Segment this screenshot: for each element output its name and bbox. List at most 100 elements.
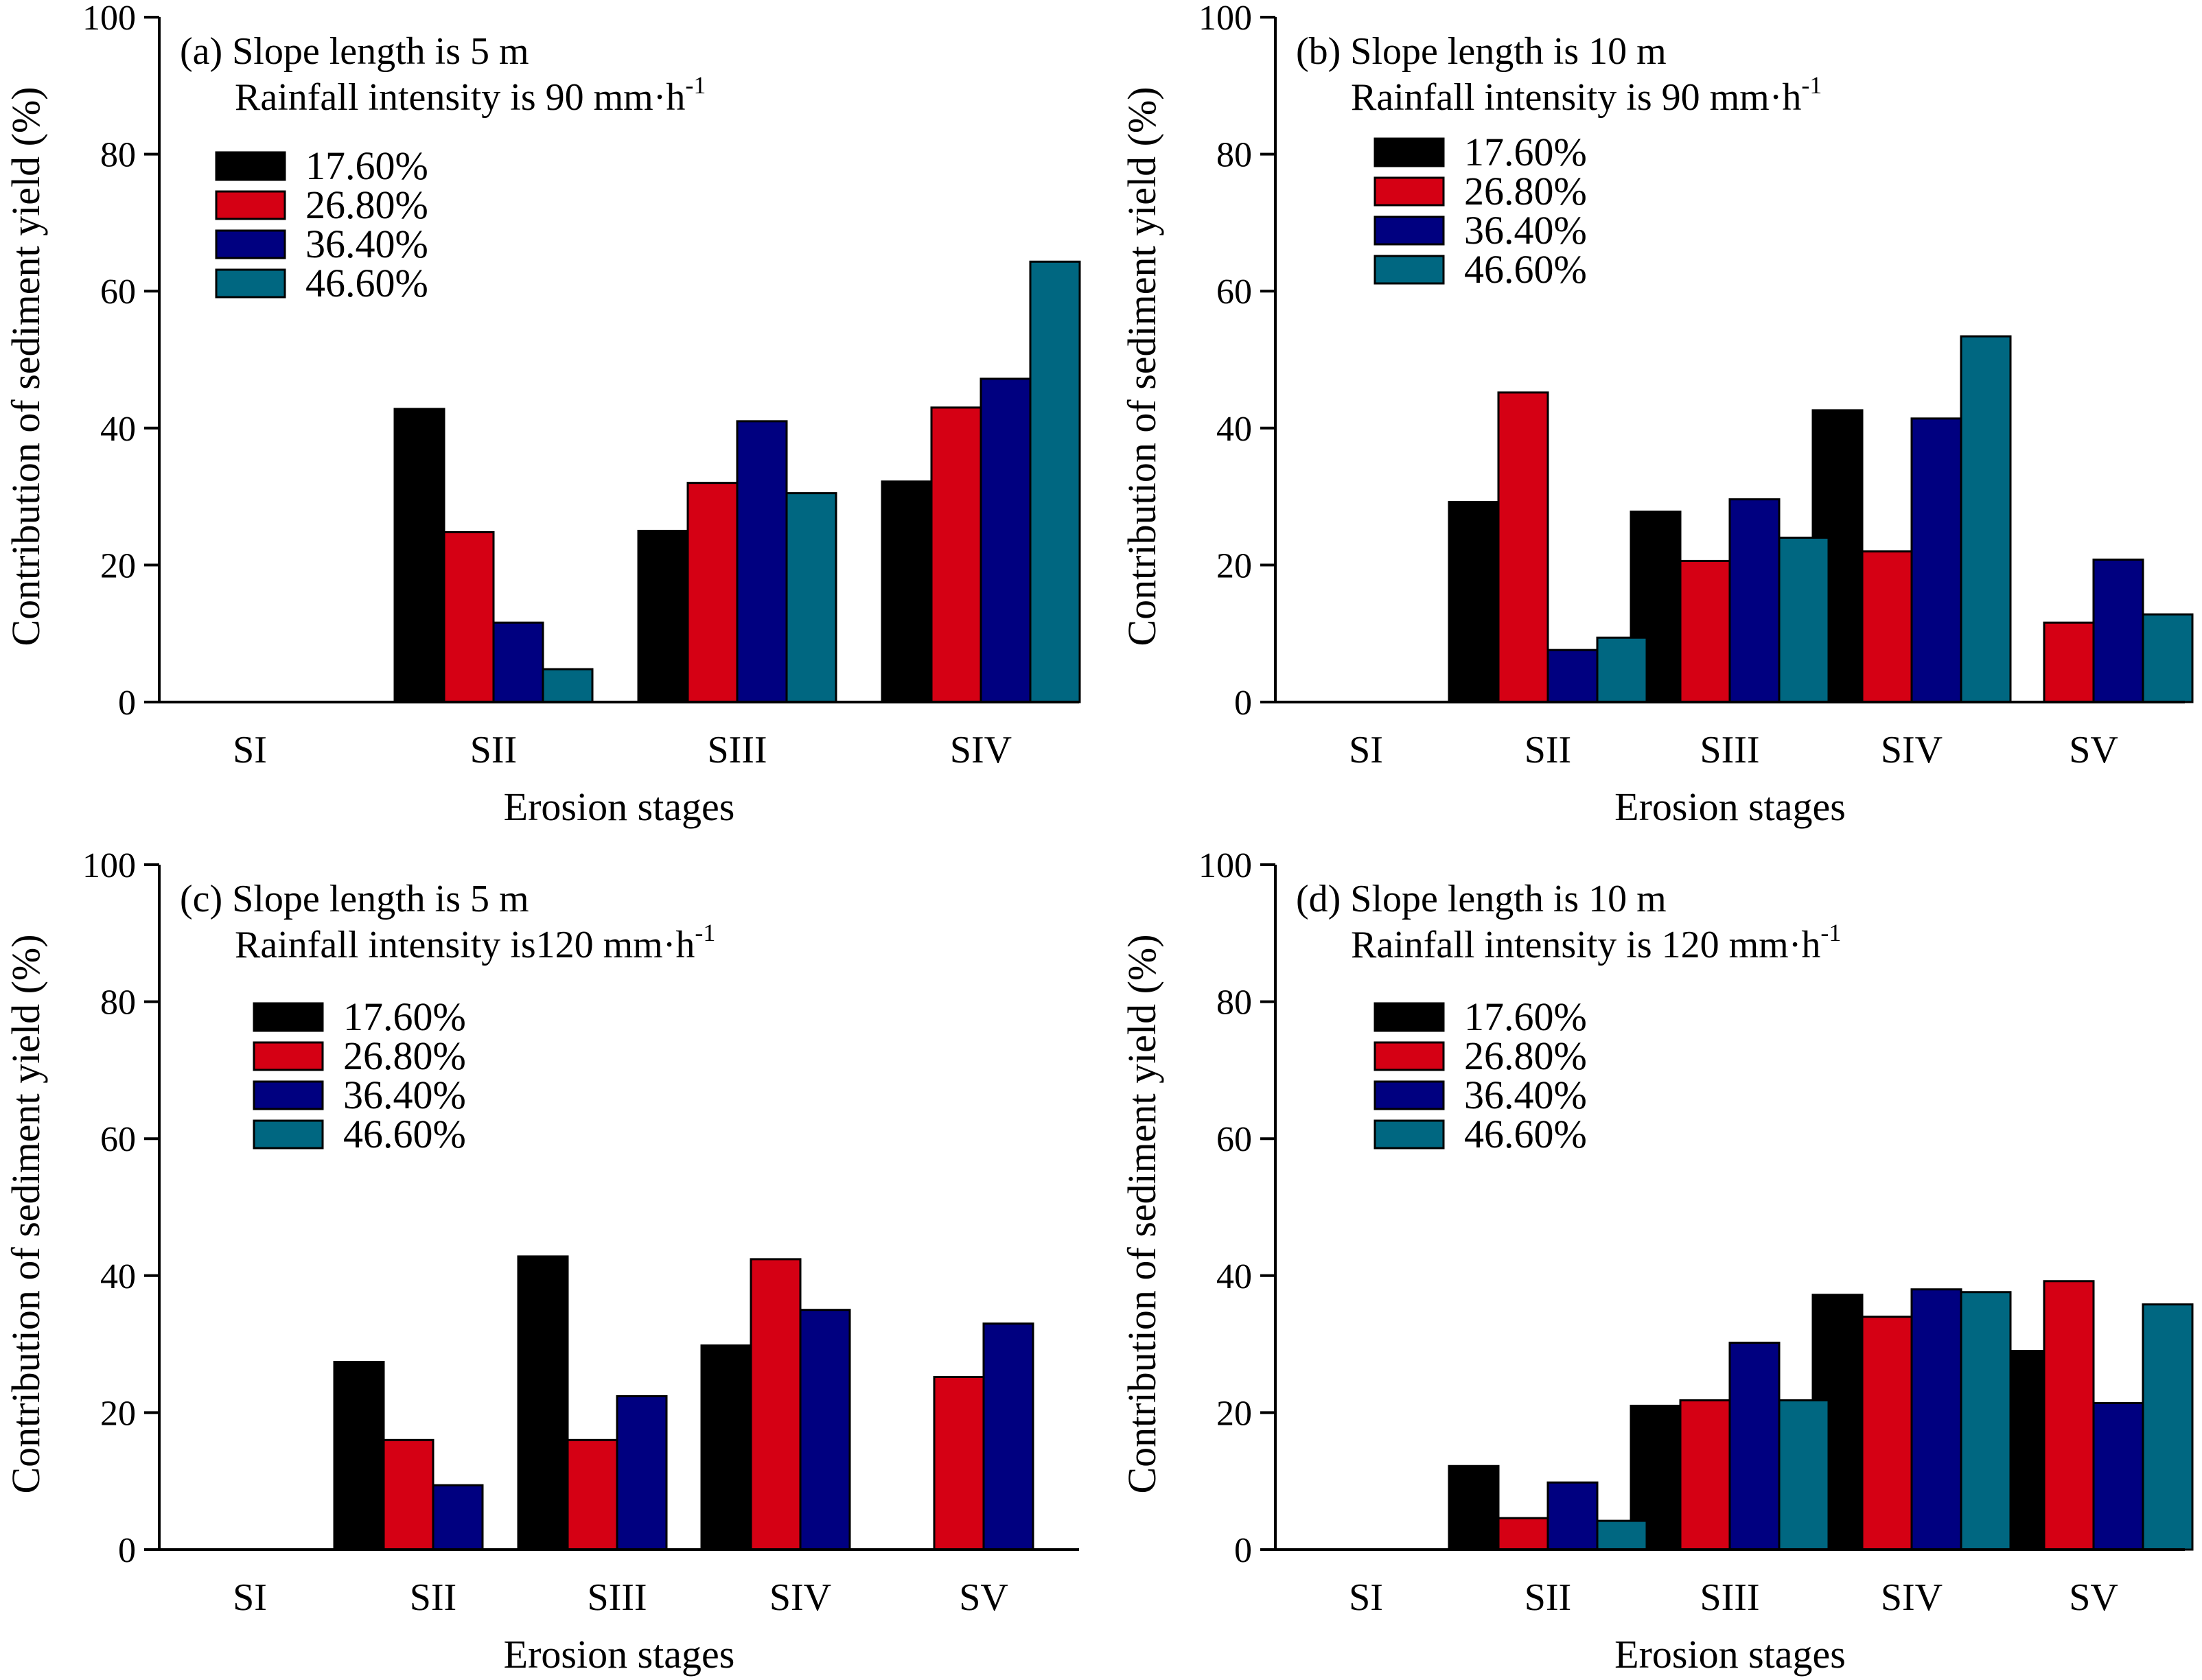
legend-label: 17.60%: [305, 143, 428, 188]
bar: [1679, 559, 1731, 703]
bar: [980, 377, 1032, 703]
legend-label: 26.80%: [1464, 1034, 1587, 1078]
panel-title-line2-text: Rainfall intensity is 90 mm·h: [1351, 76, 1801, 119]
y-tick-label: 0: [118, 1531, 136, 1570]
bar: [1546, 649, 1599, 703]
x-tick-label: SI: [1349, 1576, 1383, 1619]
chart-panel: 0 20 40 60 80 100 SI SII SIII SIV Erosion stages Co…: [3, 0, 1081, 829]
bar: [700, 1344, 752, 1551]
y-axis-title: Contribution of sediment yield (%): [3, 934, 48, 1493]
chart-panel: 0 20 40 60 80 100 SI SII SIII SIV SV Erosion stages…: [1120, 0, 2194, 829]
x-tick-label: SIII: [1700, 729, 1759, 771]
bar: [517, 1255, 569, 1551]
x-tick-label: SI: [233, 729, 267, 771]
x-axis-title: Erosion stages: [504, 784, 735, 829]
x-tick-label: SI: [1349, 729, 1383, 771]
bar: [1778, 1399, 1830, 1551]
panel-title-superscript: -1: [685, 71, 706, 99]
x-tick-label: SIV: [1881, 729, 1943, 771]
x-tick-label: SII: [1525, 729, 1571, 771]
bar: [1728, 1342, 1781, 1551]
x-tick-label: SIV: [769, 1576, 831, 1619]
legend-label: 26.80%: [305, 183, 428, 227]
bar: [1960, 335, 2012, 703]
legend-swatch: [215, 190, 286, 220]
legend-swatch: [215, 151, 286, 181]
legend-swatch: [253, 1119, 324, 1150]
bar: [750, 1258, 802, 1551]
bar: [1861, 550, 1913, 703]
bar: [1861, 1316, 1913, 1551]
bar: [933, 1376, 985, 1551]
legend-label: 36.40%: [343, 1073, 466, 1117]
bar: [785, 492, 837, 703]
y-tick-label: 60: [100, 1120, 136, 1159]
y-tick-label: 80: [1216, 983, 1252, 1023]
legend-label: 46.60%: [1464, 1112, 1587, 1156]
legend-label: 26.80%: [1464, 169, 1587, 213]
y-tick-label: 60: [1216, 272, 1252, 312]
legend-label: 46.60%: [343, 1112, 466, 1156]
x-axis-title: Erosion stages: [1614, 784, 1846, 829]
bar: [1448, 1465, 1500, 1551]
y-tick-label: 20: [100, 546, 136, 585]
x-tick-label: SI: [233, 1576, 267, 1619]
bar: [2043, 621, 2095, 703]
panel-title-line2: Rainfall intensity is120 mm·h-1: [235, 919, 715, 966]
bar: [637, 530, 689, 703]
bar: [566, 1438, 618, 1551]
y-tick-label: 60: [1216, 1120, 1252, 1159]
legend-swatch: [215, 268, 286, 299]
bar: [1596, 1519, 1648, 1551]
bar: [1728, 498, 1781, 703]
bar: [2142, 613, 2194, 703]
y-tick-label: 60: [100, 272, 136, 312]
legend-swatch: [1374, 1080, 1445, 1110]
legend-swatch: [253, 1080, 324, 1110]
y-tick-label: 0: [118, 684, 136, 723]
legend: 17.60%26.80%36.40%46.60%: [1374, 130, 1587, 292]
bar: [686, 482, 739, 703]
bar: [1029, 260, 1081, 703]
legend-label: 26.80%: [343, 1034, 466, 1078]
bar: [2043, 1280, 2095, 1551]
panel-title-superscript: -1: [1801, 71, 1822, 99]
y-tick-label: 40: [100, 410, 136, 449]
y-axis-title: Contribution of sediment yield (%): [1120, 86, 1164, 646]
y-tick-label: 100: [1198, 0, 1252, 38]
chart-panel: 0 20 40 60 80 100 SI SII SIII SIV SV Erosion stages…: [3, 846, 1079, 1677]
bar: [1960, 1291, 2012, 1551]
bar: [382, 1438, 434, 1551]
legend-label: 46.60%: [305, 261, 428, 305]
y-tick-label: 0: [1234, 684, 1252, 723]
x-tick-label: SIII: [587, 1576, 647, 1619]
legend-label: 36.40%: [1464, 1073, 1587, 1117]
panel-title-line2: Rainfall intensity is 90 mm·h-1: [235, 71, 706, 119]
x-axis-title: Erosion stages: [1614, 1632, 1846, 1677]
x-tick-label: SIV: [1881, 1576, 1943, 1619]
bar: [2142, 1303, 2194, 1551]
legend-swatch: [1374, 215, 1445, 246]
y-tick-label: 40: [100, 1257, 136, 1296]
bar: [881, 480, 933, 703]
panel-title-line2-text: Rainfall intensity is120 mm·h: [235, 924, 695, 966]
bar: [1679, 1399, 1731, 1551]
bar: [432, 1484, 484, 1551]
panel-title-superscript: -1: [695, 919, 715, 946]
y-tick-label: 80: [1216, 136, 1252, 175]
legend-swatch: [253, 1041, 324, 1071]
legend-swatch: [1374, 1119, 1445, 1150]
legend-label: 17.60%: [1464, 130, 1587, 174]
y-axis-title: Contribution of sediment yield (%): [1120, 934, 1164, 1493]
bar: [736, 420, 788, 703]
bar: [443, 530, 495, 703]
bar: [930, 406, 982, 703]
x-tick-label: SV: [959, 1576, 1008, 1619]
x-tick-label: SIV: [950, 729, 1012, 771]
bar: [1546, 1481, 1599, 1551]
legend-swatch: [215, 229, 286, 259]
bar: [393, 408, 445, 703]
x-tick-label: SII: [470, 729, 517, 771]
bar: [982, 1322, 1034, 1551]
y-tick-label: 40: [1216, 410, 1252, 449]
